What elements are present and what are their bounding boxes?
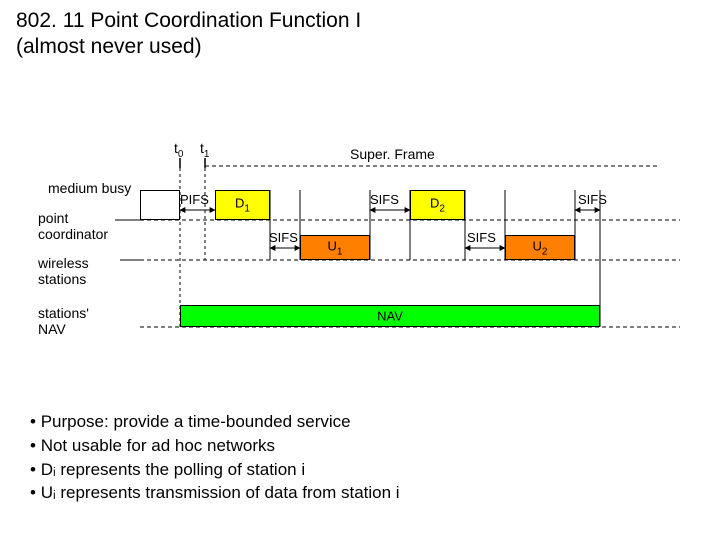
pifs-label: PIFS	[180, 192, 209, 207]
u2-block: U2	[505, 235, 575, 260]
sifs-label-3: SIFS	[467, 230, 496, 245]
d1-block: D1	[215, 190, 270, 220]
u1-block: U1	[300, 235, 370, 260]
stations-nav-label: stations' NAV	[38, 305, 89, 337]
bullet-2: • Not usable for ad hoc networks	[30, 434, 400, 458]
bullet-list: • Purpose: provide a time-bounded servic…	[30, 410, 400, 505]
d2-label: D2	[411, 196, 464, 215]
nav-block: NAV	[180, 305, 600, 327]
superframe-label: Super. Frame	[350, 146, 435, 162]
medium-busy-block	[140, 190, 180, 220]
bullet-3: • Dᵢ represents the polling of station i	[30, 458, 400, 482]
diagram-lines	[20, 140, 680, 380]
bullet-1: • Purpose: provide a time-bounded servic…	[30, 410, 400, 434]
sifs-label-2: SIFS	[370, 192, 399, 207]
title-line-2: (almost never used)	[16, 35, 202, 58]
u1-label: U1	[301, 238, 369, 257]
bullet-4: • Uᵢ represents transmission of data fro…	[30, 481, 400, 505]
title-line-1: 802. 11 Point Coordination Function I	[16, 9, 361, 32]
medium-busy-label: medium busy	[48, 180, 131, 196]
sifs-label-1: SIFS	[269, 230, 298, 245]
slide-title: 802. 11 Point Coordination Function I (a…	[16, 8, 361, 61]
wireless-stations-label: wireless stations	[38, 255, 89, 287]
t1-label: t1	[200, 140, 209, 160]
point-coordinator-label: point coordinator	[38, 210, 108, 242]
sifs-label-4: SIFS	[578, 192, 607, 207]
u2-label: U2	[506, 238, 574, 257]
t0-label: t0	[174, 140, 183, 160]
nav-label: NAV	[181, 309, 599, 324]
pcf-diagram: t0 t1 Super. Frame medium busy point coo…	[20, 140, 680, 380]
d2-block: D2	[410, 190, 465, 220]
d1-label: D1	[216, 196, 269, 215]
